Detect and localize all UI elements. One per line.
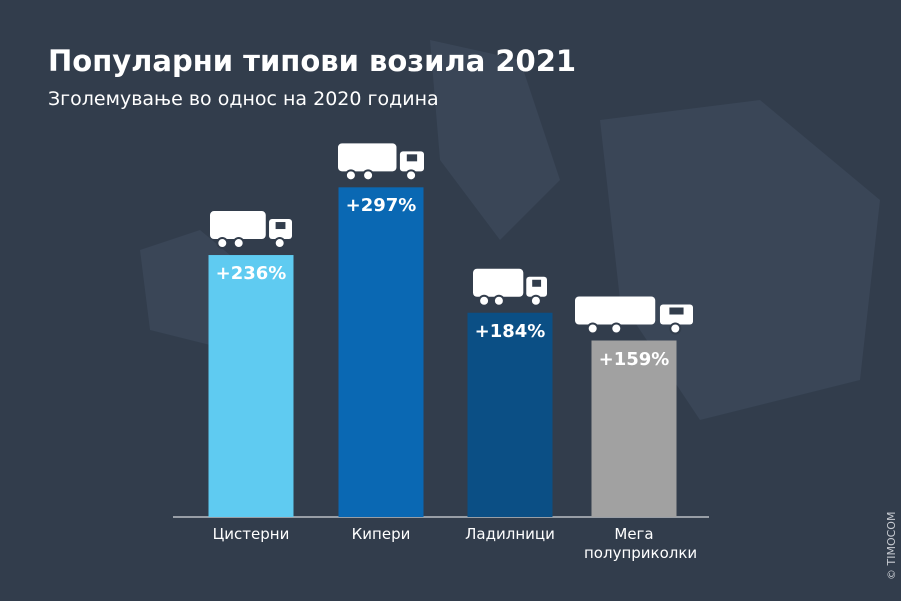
truck-wheel: [529, 294, 542, 307]
bar: [208, 255, 294, 518]
value-label: +236%: [215, 263, 287, 285]
truck-window: [406, 154, 418, 162]
bar: [591, 340, 677, 517]
truck-window: [669, 307, 684, 315]
chart-subtitle: Зголемување во однос на 2020 година: [48, 88, 439, 110]
truck-wheel: [216, 237, 229, 250]
truck-body: [473, 268, 524, 297]
truck-window: [275, 222, 286, 230]
truck-icon: [575, 296, 693, 335]
value-label: +159%: [598, 348, 670, 370]
truck-wheel: [669, 322, 682, 335]
truck-body: [338, 143, 397, 172]
truck-wheel: [405, 169, 418, 182]
bar: [338, 187, 424, 517]
x-tick-label: Мега полуприколки: [584, 525, 698, 562]
truck-wheel: [273, 237, 286, 250]
truck-wheel: [586, 322, 599, 335]
x-tick-label: Кипери: [351, 525, 411, 543]
truck-icon: [210, 211, 292, 250]
x-tick-label: Цистерни: [212, 525, 290, 543]
x-tick-label: Ладилници: [465, 525, 555, 543]
watermark: © TIMOCOM: [885, 511, 898, 580]
bar: [467, 312, 553, 517]
truck-wheel: [610, 322, 623, 335]
truck-icon: [473, 268, 547, 307]
chart-title: Популарни типови возила 2021: [48, 44, 577, 78]
truck-wheel: [478, 294, 491, 307]
truck-wheel: [232, 237, 245, 250]
value-label: +184%: [474, 320, 546, 342]
map-background: [140, 40, 880, 420]
truck-body: [575, 296, 656, 325]
truck-wheel: [492, 294, 505, 307]
truck-icon: [338, 143, 424, 182]
value-label: +297%: [345, 195, 417, 217]
truck-body: [210, 211, 266, 240]
truck-window: [532, 279, 542, 287]
truck-wheel: [362, 169, 375, 182]
truck-wheel: [344, 169, 357, 182]
